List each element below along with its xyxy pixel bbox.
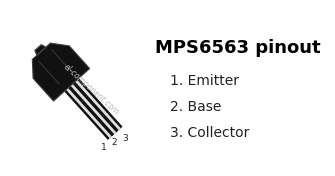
Text: el-component.com: el-component.com [62,62,121,117]
Text: 1. Emitter: 1. Emitter [170,74,239,88]
Text: 2: 2 [112,139,117,147]
Text: 1: 1 [101,143,107,152]
Text: 3. Collector: 3. Collector [170,126,250,140]
Text: MPS6563 pinout: MPS6563 pinout [155,39,320,57]
Polygon shape [32,43,90,101]
Text: 2. Base: 2. Base [170,100,222,114]
Text: 3: 3 [122,134,128,143]
Polygon shape [35,45,46,55]
